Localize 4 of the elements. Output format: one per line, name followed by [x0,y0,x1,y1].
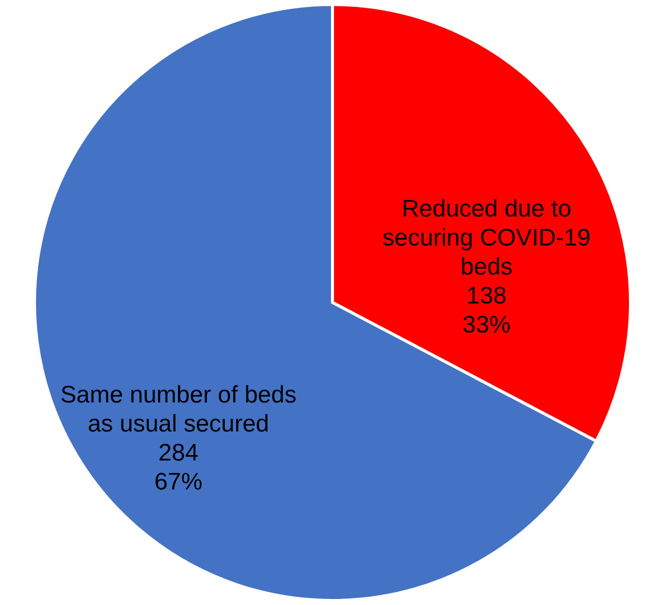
slice-label: Same number of beds as usual secured [60,382,297,438]
data-label: 138 33% [462,282,511,338]
slice-label: Reduced due to securing COVID-19 beds [382,195,591,280]
data-label: 284 67% [154,440,202,496]
